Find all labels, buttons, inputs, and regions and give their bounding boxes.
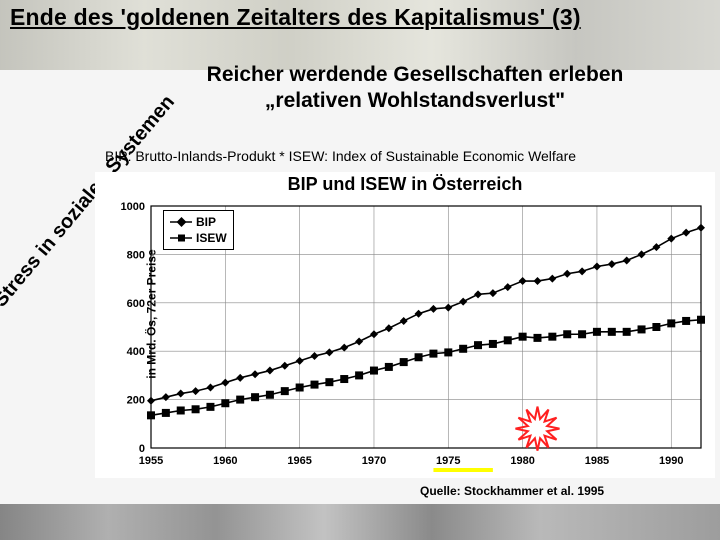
legend-label-isew: ISEW [196, 231, 227, 245]
chart-legend: BIP ISEW [163, 210, 234, 250]
svg-text:1985: 1985 [585, 455, 609, 467]
svg-text:1975: 1975 [436, 455, 460, 467]
svg-text:0: 0 [139, 443, 145, 455]
legend-marker-bip [170, 216, 192, 228]
subtitle-line1: Reicher werdende Gesellschaften erleben [207, 63, 624, 86]
svg-text:1980: 1980 [510, 455, 534, 467]
svg-text:1970: 1970 [362, 455, 386, 467]
slide-title: Ende des 'goldenen Zeitalters des Kapita… [10, 4, 710, 31]
svg-text:1960: 1960 [213, 455, 237, 467]
slide: Ende des 'goldenen Zeitalters des Kapita… [0, 0, 720, 540]
chart-container: BIP und ISEW in Österreich in Mrd. Ös, 7… [95, 172, 715, 478]
legend-label-bip: BIP [196, 215, 216, 229]
svg-text:1955: 1955 [139, 455, 163, 467]
subtitle: Reicher werdende Gesellschaften erleben … [120, 62, 710, 115]
subtitle-line2: „relativen Wohlstandsverlust" [265, 89, 565, 112]
legend-row-bip: BIP [170, 214, 227, 230]
legend-marker-isew [170, 232, 192, 244]
svg-text:400: 400 [127, 346, 145, 358]
svg-text:600: 600 [127, 298, 145, 310]
svg-text:800: 800 [127, 249, 145, 261]
footnote: BIP: Brutto-Inlands-Produkt * ISEW: Inde… [105, 148, 715, 164]
legend-row-isew: ISEW [170, 230, 227, 246]
svg-text:200: 200 [127, 395, 145, 407]
svg-text:1990: 1990 [659, 455, 683, 467]
source-citation: Quelle: Stockhammer et al. 1995 [420, 484, 604, 498]
svg-text:1965: 1965 [287, 455, 311, 467]
chart-title: BIP und ISEW in Österreich [95, 174, 715, 195]
svg-text:1000: 1000 [121, 201, 145, 213]
bottom-background-strip [0, 504, 720, 540]
